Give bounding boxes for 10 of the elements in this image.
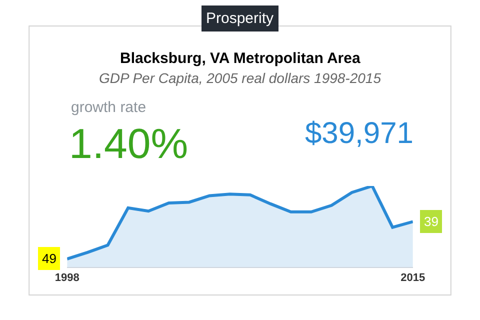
text: growth rate <box>71 99 146 116</box>
text: $39,971 <box>305 117 414 150</box>
chart-title: Blacksburg, VA Metropolitan Area <box>120 50 361 67</box>
x-tick-label: 1998 <box>54 272 80 284</box>
text: 1.40% <box>69 120 188 167</box>
x-tick-label: 2015 <box>400 272 426 284</box>
annotation: 39 <box>424 214 438 229</box>
chart-subtitle: GDP Per Capita, 2005 real dollars 1998-2015 <box>99 70 382 86</box>
text: Prosperity <box>206 10 274 27</box>
annotation: 49 <box>42 251 56 266</box>
